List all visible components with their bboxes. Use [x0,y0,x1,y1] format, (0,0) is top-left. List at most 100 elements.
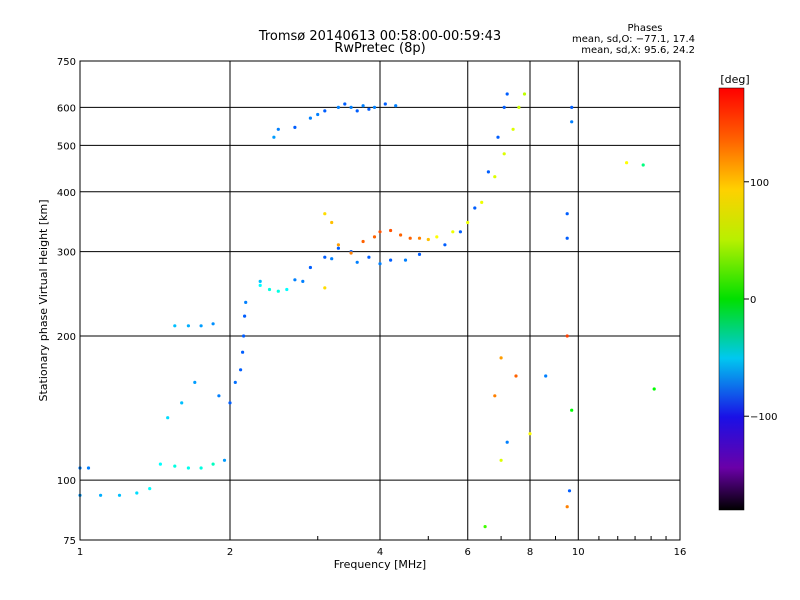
data-point [567,489,572,493]
phases-heading: Phases [627,23,662,34]
data-point [355,260,359,264]
data-point [336,246,340,250]
x-axis-ticks: 1 2 4 6 8 10 16 [77,536,687,558]
data-point [349,251,353,255]
data-point [355,109,359,113]
grid-lines [80,61,680,540]
data-point [293,125,297,129]
data-point [389,228,393,233]
data-point [378,262,382,266]
data-point [505,92,509,96]
data-point [528,432,532,436]
chart-title: Tromsø 20140613 00:58:00-00:59:43 [258,29,501,44]
data-point [361,239,365,244]
data-point [544,374,548,378]
data-point [349,105,353,109]
data-point [451,230,455,234]
data-point [426,237,430,242]
data-points [78,92,656,529]
data-point [403,258,408,262]
colorbar-ticks: 100 0 −100 [744,178,777,423]
data-point [493,175,497,179]
data-point [389,258,393,262]
data-point [308,265,312,270]
data-point [496,135,500,139]
y-tick-label: 100 [57,476,76,487]
data-point [323,109,327,113]
data-point [267,287,272,292]
data-point [330,220,334,225]
data-point [199,466,203,470]
data-point [372,105,377,109]
x-tick-label: 6 [465,547,471,558]
data-point [241,350,245,354]
data-point [148,487,152,491]
colorbar-label: [deg] [720,73,749,86]
data-point [242,334,246,338]
data-point [443,243,447,247]
y-axis-label: Stationary phase Virtual Height [km] [37,199,50,401]
data-point [239,368,243,372]
y-tick-label: 300 [57,248,76,259]
data-point [258,283,262,287]
data-point [466,220,470,225]
y-tick-label: 500 [57,141,76,152]
data-point [186,324,190,328]
data-point [293,278,297,282]
data-point [272,135,276,139]
data-point [625,161,629,165]
colorbar-tick-label: −100 [750,412,777,423]
data-point [211,462,215,466]
chart-subtitle: RwPretec (8p) [334,41,425,56]
x-tick-label: 8 [527,547,533,558]
data-point [502,152,506,156]
data-point [86,466,91,470]
data-point [199,324,203,328]
data-point [173,464,177,468]
data-point [244,300,248,304]
y-axis-ticks: 75 100 200 300 400 500 600 750 [57,57,76,547]
data-point [186,466,190,470]
data-point [570,120,574,124]
data-point [323,212,327,216]
data-point [394,104,398,108]
colorbar [718,87,745,511]
data-point [117,493,122,497]
colorbar-tick-label: 100 [750,178,769,189]
data-point [570,105,574,109]
data-point [166,416,170,420]
data-point [158,462,162,466]
data-point [514,374,518,378]
data-point [258,279,262,283]
data-point [565,212,569,216]
data-point [565,505,569,509]
data-point [480,200,484,204]
x-tick-label: 10 [572,547,585,558]
data-point [233,380,237,384]
data-point [217,394,221,398]
data-point [193,380,197,384]
data-point [301,279,305,283]
data-point [652,387,656,391]
data-point [378,230,382,234]
data-point [502,105,506,109]
data-point [285,287,289,292]
data-point [180,401,184,405]
data-point [486,170,490,174]
data-point [565,236,569,240]
data-point [499,458,503,462]
y-tick-label: 75 [63,536,76,547]
data-point [330,257,334,261]
x-tick-label: 16 [674,547,687,558]
x-axis-label: Frequency [MHz] [334,558,426,571]
data-point [228,401,232,405]
x-tick-label: 2 [227,547,233,558]
data-point [243,314,247,318]
data-point [222,458,227,462]
phases-x-line: mean, sd,X: 95.6, 24.2 [581,45,695,56]
data-point [99,493,103,497]
data-point [367,255,371,259]
data-point [336,105,340,109]
data-point [173,324,177,328]
y-tick-label: 400 [57,188,76,199]
